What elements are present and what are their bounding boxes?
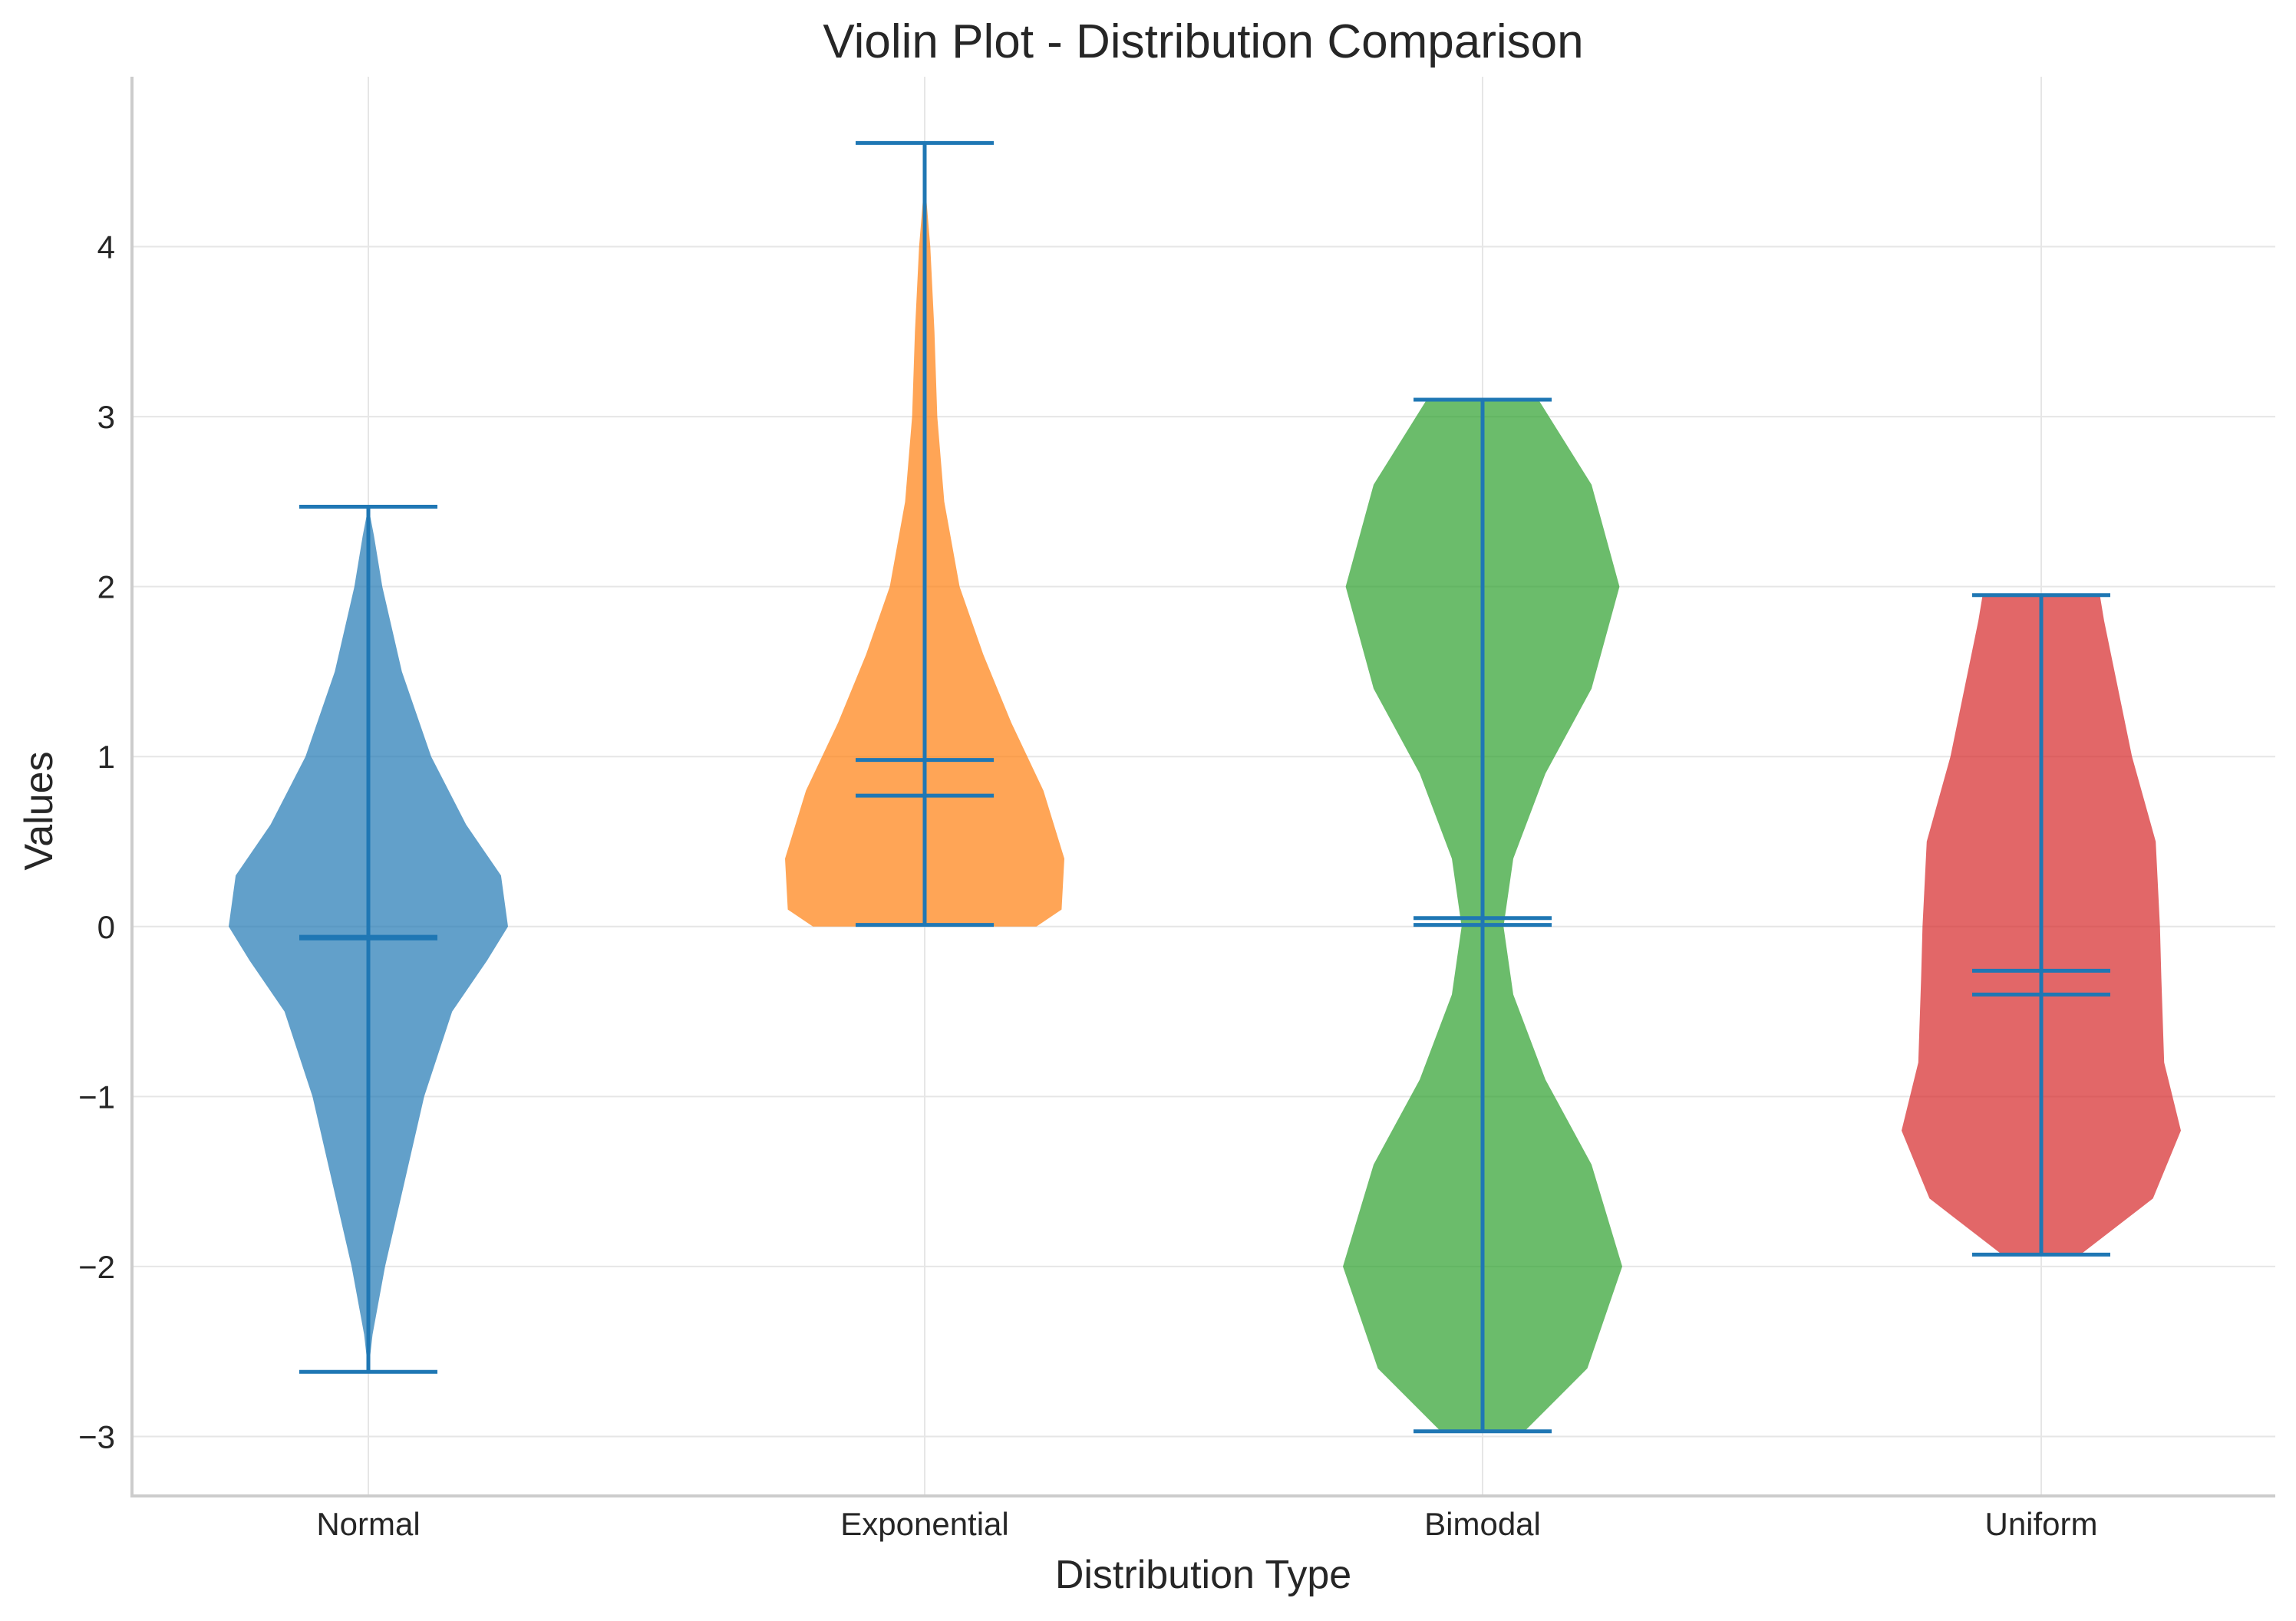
y-axis-label: Values xyxy=(17,751,61,870)
grid-layer xyxy=(132,77,2275,1496)
y-tick-label: 3 xyxy=(97,399,115,435)
x-tick-label: Uniform xyxy=(1984,1506,2097,1542)
stats-layer xyxy=(299,140,2110,1434)
x-tick-label: Bimodal xyxy=(1424,1506,1541,1542)
y-tick-label: 1 xyxy=(97,739,115,775)
violin-layer xyxy=(229,143,2181,1432)
axes-layer xyxy=(130,77,2275,1497)
x-tick-label: Exponential xyxy=(840,1506,1009,1542)
x-axis-label: Distribution Type xyxy=(1055,1553,1351,1597)
y-tick-label: −2 xyxy=(78,1249,115,1285)
x-tick-label: Normal xyxy=(316,1506,420,1542)
y-tick-label: 0 xyxy=(97,909,115,945)
y-tick-label: 4 xyxy=(97,229,115,265)
chart-title: Violin Plot - Distribution Comparison xyxy=(823,15,1583,68)
y-tick-label: 2 xyxy=(97,569,115,605)
y-tick-label: −3 xyxy=(78,1418,115,1455)
y-tick-label: −1 xyxy=(78,1079,115,1115)
ticks-layer: −3 −2 −1 0 1 2 3 4 Normal Exponential Bimodal Unifo… xyxy=(78,229,2097,1542)
